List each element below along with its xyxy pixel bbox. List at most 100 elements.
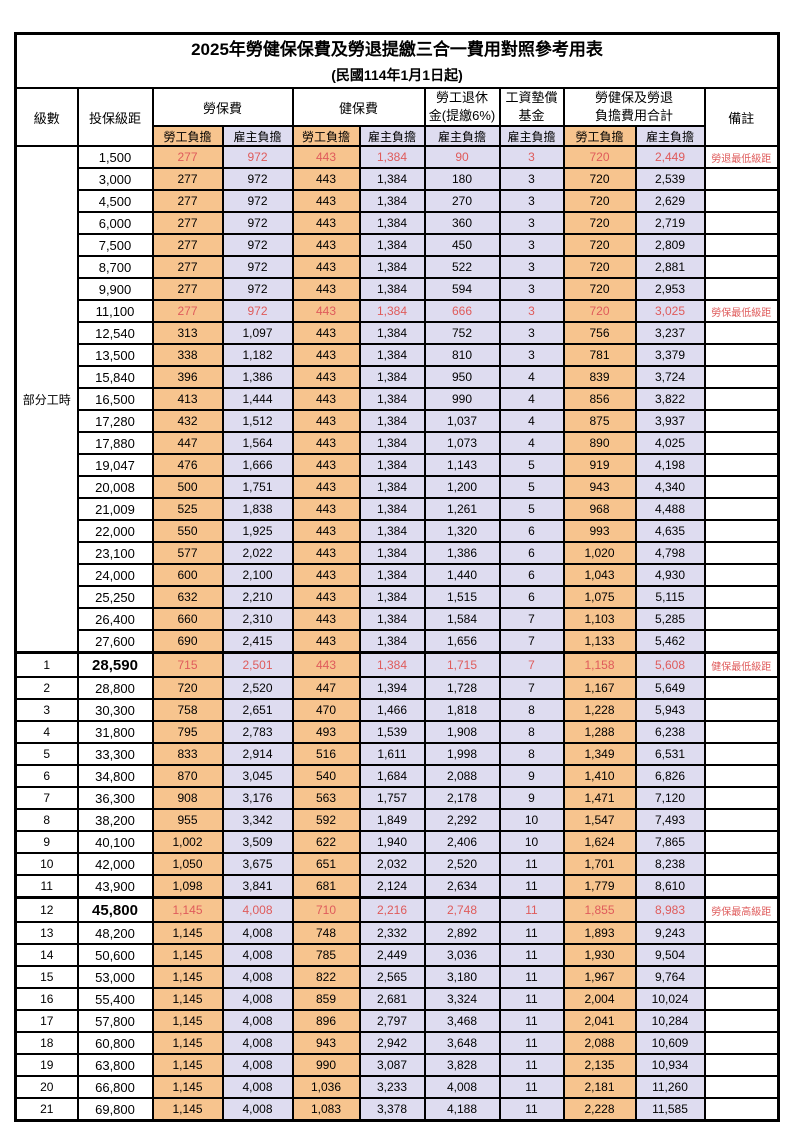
table-row: 14 50,600 1,145 4,008 785 2,449 3,036 11 1,930 9,… xyxy=(14,943,780,967)
bracket-cell: 12,540 xyxy=(76,321,154,345)
wage-fund-employer-cell: 8 xyxy=(498,742,565,766)
labor-employee-cell: 1,145 xyxy=(151,1031,224,1055)
level-cell: 8 xyxy=(14,808,79,832)
total-employer-cell: 11,585 xyxy=(634,1097,706,1122)
wage-fund-employer-cell: 11 xyxy=(498,987,565,1011)
wage-fund-employer-cell: 11 xyxy=(498,943,565,967)
pension-employer-cell: 90 xyxy=(423,145,501,169)
health-employer-cell: 1,384 xyxy=(358,387,426,411)
labor-employee-cell: 550 xyxy=(151,519,224,543)
remark-cell xyxy=(703,365,780,389)
table-row: 3 30,300 758 2,651 470 1,466 1,818 8 1,228 5,943 xyxy=(14,698,780,722)
bracket-cell: 28,800 xyxy=(76,676,154,700)
pension-employer-cell: 180 xyxy=(423,167,501,191)
health-employer-cell: 1,384 xyxy=(358,255,426,279)
labor-employee-cell: 1,098 xyxy=(151,874,224,899)
pension-employer-cell: 3,468 xyxy=(423,1009,501,1033)
pension-employer-cell: 1,715 xyxy=(423,651,501,678)
health-employee-cell: 443 xyxy=(291,497,361,521)
level-cell: 7 xyxy=(14,786,79,810)
total-employer-cell: 5,608 xyxy=(634,651,706,678)
labor-employee-cell: 277 xyxy=(151,167,224,191)
wage-fund-employer-cell: 6 xyxy=(498,563,565,587)
level-cell: 17 xyxy=(14,1009,79,1033)
pension-employer-cell: 1,200 xyxy=(423,475,501,499)
level-cell: 4 xyxy=(14,720,79,744)
remark-cell xyxy=(703,830,780,854)
total-employer-cell: 10,934 xyxy=(634,1053,706,1077)
total-employer-cell: 5,115 xyxy=(634,585,706,609)
labor-employee-cell: 500 xyxy=(151,475,224,499)
labor-employee-cell: 795 xyxy=(151,720,224,744)
health-employee-cell: 493 xyxy=(291,720,361,744)
bracket-cell: 13,500 xyxy=(76,343,154,367)
health-employee-cell: 748 xyxy=(291,921,361,945)
wage-fund-employer-cell: 4 xyxy=(498,365,565,389)
health-employee-cell: 563 xyxy=(291,786,361,810)
health-employer-cell: 1,384 xyxy=(358,233,426,257)
table-row: 5 33,300 833 2,914 516 1,611 1,998 8 1,349 6,531 xyxy=(14,742,780,766)
total-employee-cell: 720 xyxy=(562,277,637,301)
remark-cell xyxy=(703,921,780,945)
health-employer-cell: 2,681 xyxy=(358,987,426,1011)
remark-cell xyxy=(703,808,780,832)
health-employee-cell: 470 xyxy=(291,698,361,722)
total-employer-cell: 5,649 xyxy=(634,676,706,700)
pension-employer-cell: 1,908 xyxy=(423,720,501,744)
bracket-cell: 20,008 xyxy=(76,475,154,499)
bracket-cell: 3,000 xyxy=(76,167,154,191)
health-employee-cell: 443 xyxy=(291,475,361,499)
labor-employer-cell: 3,841 xyxy=(221,874,294,899)
pension-employer-cell: 1,515 xyxy=(423,585,501,609)
total-employee-cell: 756 xyxy=(562,321,637,345)
bracket-cell: 36,300 xyxy=(76,786,154,810)
table-row: 11 43,900 1,098 3,841 681 2,124 2,634 11 1,779 8,… xyxy=(14,874,780,899)
total-employer-cell: 4,025 xyxy=(634,431,706,455)
remark-cell: 勞保最高級距 xyxy=(703,896,780,923)
total-employer-cell: 8,983 xyxy=(634,896,706,923)
health-employer-cell: 1,384 xyxy=(358,585,426,609)
total-employee-cell: 1,288 xyxy=(562,720,637,744)
table-row: 15 53,000 1,145 4,008 822 2,565 3,180 11 1,967 9,… xyxy=(14,965,780,989)
health-employee-cell: 651 xyxy=(291,852,361,876)
labor-employer-cell: 1,512 xyxy=(221,409,294,433)
table-row: 1 28,590 715 2,501 443 1,384 1,715 7 1,158 5,608 健… xyxy=(14,651,780,678)
total-employee-cell: 1,103 xyxy=(562,607,637,631)
table-row: 16,500 413 1,444 443 1,384 990 4 856 3,822 xyxy=(16,387,780,411)
pension-employer-cell: 360 xyxy=(423,211,501,235)
labor-employee-cell: 1,145 xyxy=(151,1075,224,1099)
remark-cell xyxy=(703,475,780,499)
pension-employer-cell: 3,036 xyxy=(423,943,501,967)
wage-fund-employer-cell: 9 xyxy=(498,764,565,788)
pension-employer-cell: 1,818 xyxy=(423,698,501,722)
health-employer-cell: 1,384 xyxy=(358,145,426,169)
labor-employer-cell: 3,045 xyxy=(221,764,294,788)
wage-fund-employer-cell: 11 xyxy=(498,1075,565,1099)
health-employer-cell: 2,565 xyxy=(358,965,426,989)
table-row: 8,700 277 972 443 1,384 522 3 720 2,881 xyxy=(16,255,780,279)
table-row: 9 40,100 1,002 3,509 622 1,940 2,406 10 1,624 7,8… xyxy=(14,830,780,854)
labor-employee-cell: 720 xyxy=(151,676,224,700)
labor-employee-cell: 600 xyxy=(151,563,224,587)
bracket-cell: 34,800 xyxy=(76,764,154,788)
health-employer-cell: 1,849 xyxy=(358,808,426,832)
wage-fund-employer-cell: 11 xyxy=(498,1031,565,1055)
labor-employer-cell: 1,097 xyxy=(221,321,294,345)
pension-employer-cell: 3,828 xyxy=(423,1053,501,1077)
labor-employee-cell: 1,050 xyxy=(151,852,224,876)
remark-cell xyxy=(703,541,780,565)
table-row: 12,540 313 1,097 443 1,384 752 3 756 3,237 xyxy=(16,321,780,345)
labor-employer-cell: 4,008 xyxy=(221,1075,294,1099)
labor-employee-cell: 715 xyxy=(151,651,224,678)
total-employer-cell: 3,379 xyxy=(634,343,706,367)
health-employer-cell: 1,384 xyxy=(358,343,426,367)
total-employer-cell: 10,609 xyxy=(634,1031,706,1055)
labor-employer-cell: 972 xyxy=(221,145,294,169)
health-employee-cell: 443 xyxy=(291,431,361,455)
labor-employer-cell: 1,925 xyxy=(221,519,294,543)
labor-employer-cell: 1,386 xyxy=(221,365,294,389)
bracket-cell: 43,900 xyxy=(76,874,154,899)
table-row: 21,009 525 1,838 443 1,384 1,261 5 968 4,488 xyxy=(16,497,780,521)
bracket-cell: 40,100 xyxy=(76,830,154,854)
total-employee-cell: 1,471 xyxy=(562,786,637,810)
